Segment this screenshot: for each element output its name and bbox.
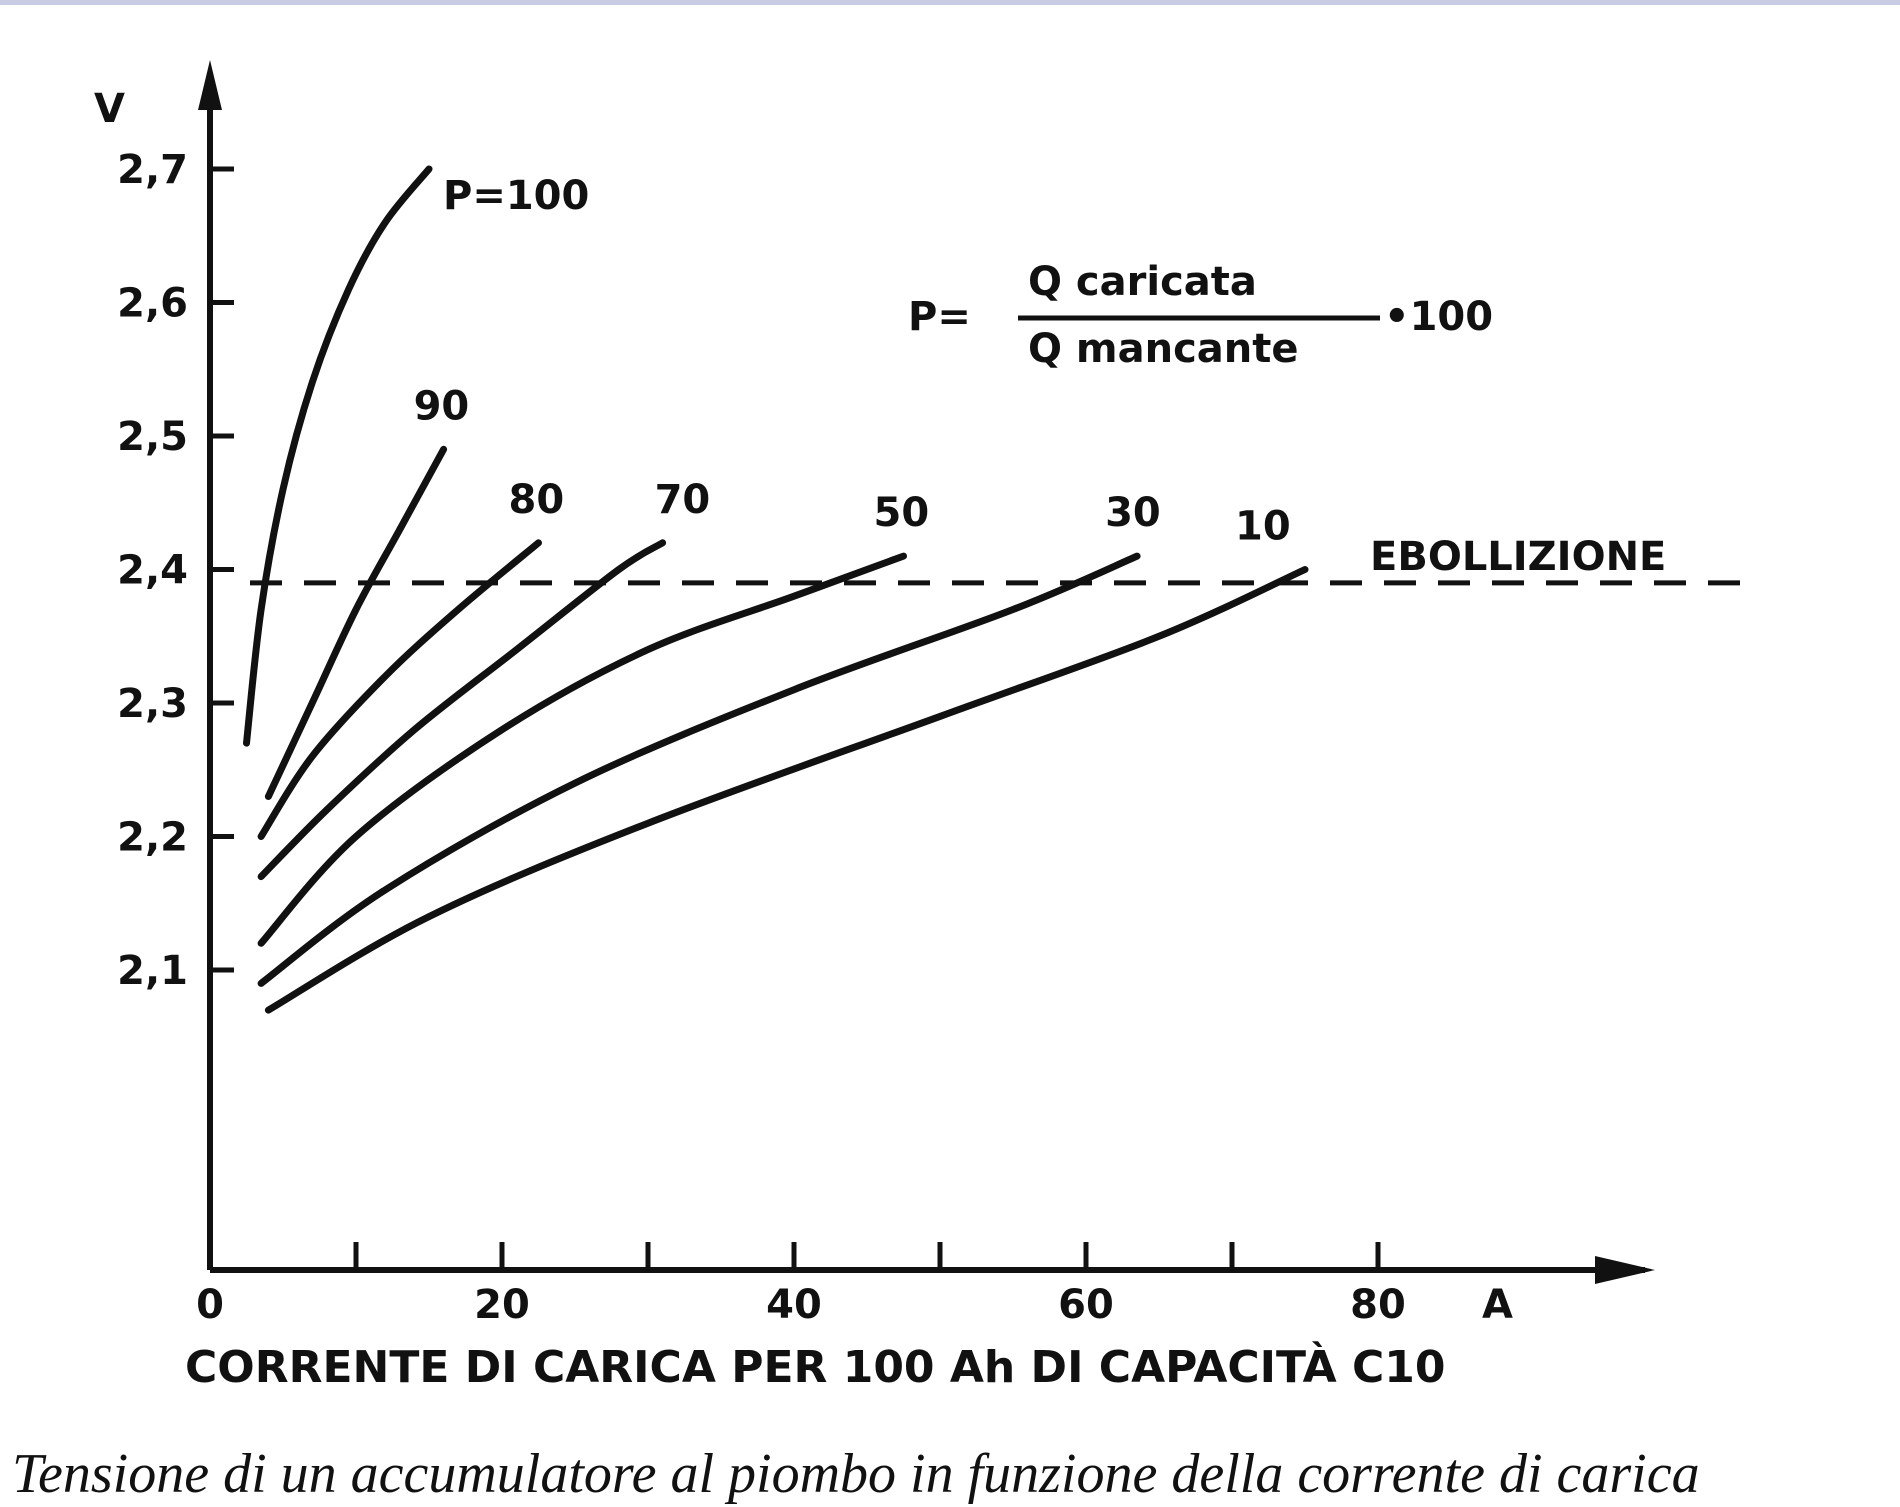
- y-tick-label: 2,3: [117, 681, 188, 727]
- y-tick-label: 2,4: [117, 548, 188, 594]
- x-tick-label: 60: [1058, 1282, 1114, 1328]
- formula-numerator: Q caricata: [1028, 259, 1257, 305]
- curve-80: [257, 539, 542, 840]
- formula: P= Q caricata Q mancante •100: [908, 259, 1493, 372]
- x-tick-label: 40: [766, 1282, 822, 1328]
- y-axis-title: V: [94, 86, 125, 132]
- curve-label: 50: [874, 490, 930, 536]
- y-axis-arrow: [198, 60, 222, 110]
- curve-label: P=100: [443, 173, 589, 219]
- x-tick-label: 20: [474, 1282, 530, 1328]
- y-tick-label: 2,2: [117, 815, 188, 861]
- x-axis-unit: A: [1482, 1282, 1513, 1328]
- curve-label: 70: [655, 477, 711, 523]
- top-border: [0, 0, 1900, 5]
- curve-label: 10: [1235, 504, 1291, 550]
- plot-area: 2,1 2,2 2,3 2,4 2,5 2,6 2,7 0 20 40 60 80 P=100 90 80 7…: [117, 60, 1745, 1328]
- formula-factor: •100: [1384, 294, 1493, 340]
- y-tick-label: 2,5: [117, 414, 188, 460]
- y-tick-label: 2,6: [117, 281, 188, 327]
- reference-line-label: EBOLLIZIONE: [1370, 534, 1666, 580]
- x-axis-title: CORRENTE DI CARICA PER 100 Ah DI CAPACIT…: [185, 1340, 1446, 1393]
- curve-90: [264, 445, 448, 800]
- y-tick-label: 2,7: [117, 147, 188, 193]
- formula-lhs: P=: [908, 294, 971, 340]
- curve-label: 90: [414, 383, 470, 429]
- curve-label: 80: [509, 477, 565, 523]
- curve-30: [257, 552, 1141, 987]
- curve-p-100: [243, 165, 433, 747]
- curve-10: [264, 566, 1309, 1014]
- x-tick-label: 0: [196, 1282, 224, 1328]
- x-tick-label: 80: [1350, 1282, 1406, 1328]
- curve-50: [257, 552, 907, 947]
- formula-denominator: Q mancante: [1028, 326, 1299, 372]
- y-tick-label: 2,1: [117, 948, 188, 994]
- figure-caption: Tensione di un accumulatore al piombo in…: [12, 1443, 1700, 1505]
- curve-label: 30: [1105, 490, 1161, 536]
- x-axis-arrow: [1595, 1256, 1655, 1284]
- curve-70: [257, 539, 667, 881]
